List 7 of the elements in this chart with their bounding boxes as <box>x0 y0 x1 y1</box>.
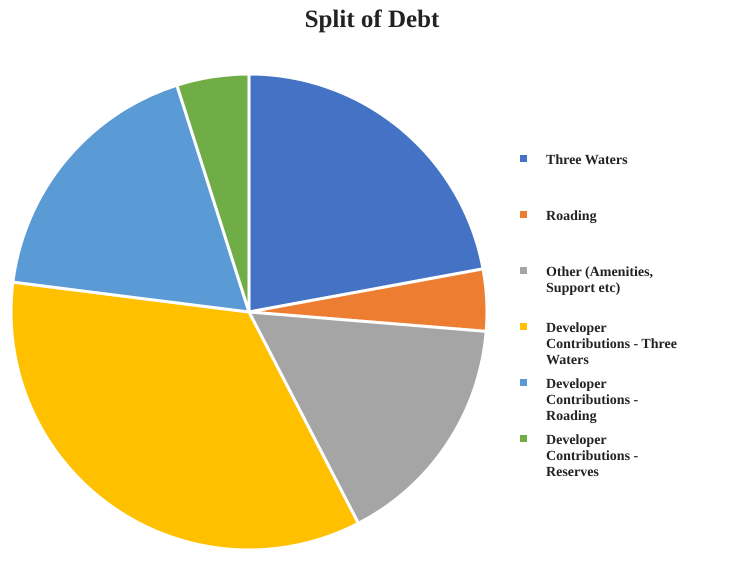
legend-label: Roading <box>546 209 597 224</box>
legend-label: Other (Amenities, Support etc) <box>546 265 654 296</box>
legend-label: Three Waters <box>546 153 628 168</box>
legend-label: Developer Contributions - Three Waters <box>546 321 677 368</box>
chart-title: Split of Debt <box>304 6 440 33</box>
legend-label: Developer Contributions - Roading <box>546 377 639 424</box>
legend-label: Developer Contributions - Reserves <box>546 433 639 480</box>
